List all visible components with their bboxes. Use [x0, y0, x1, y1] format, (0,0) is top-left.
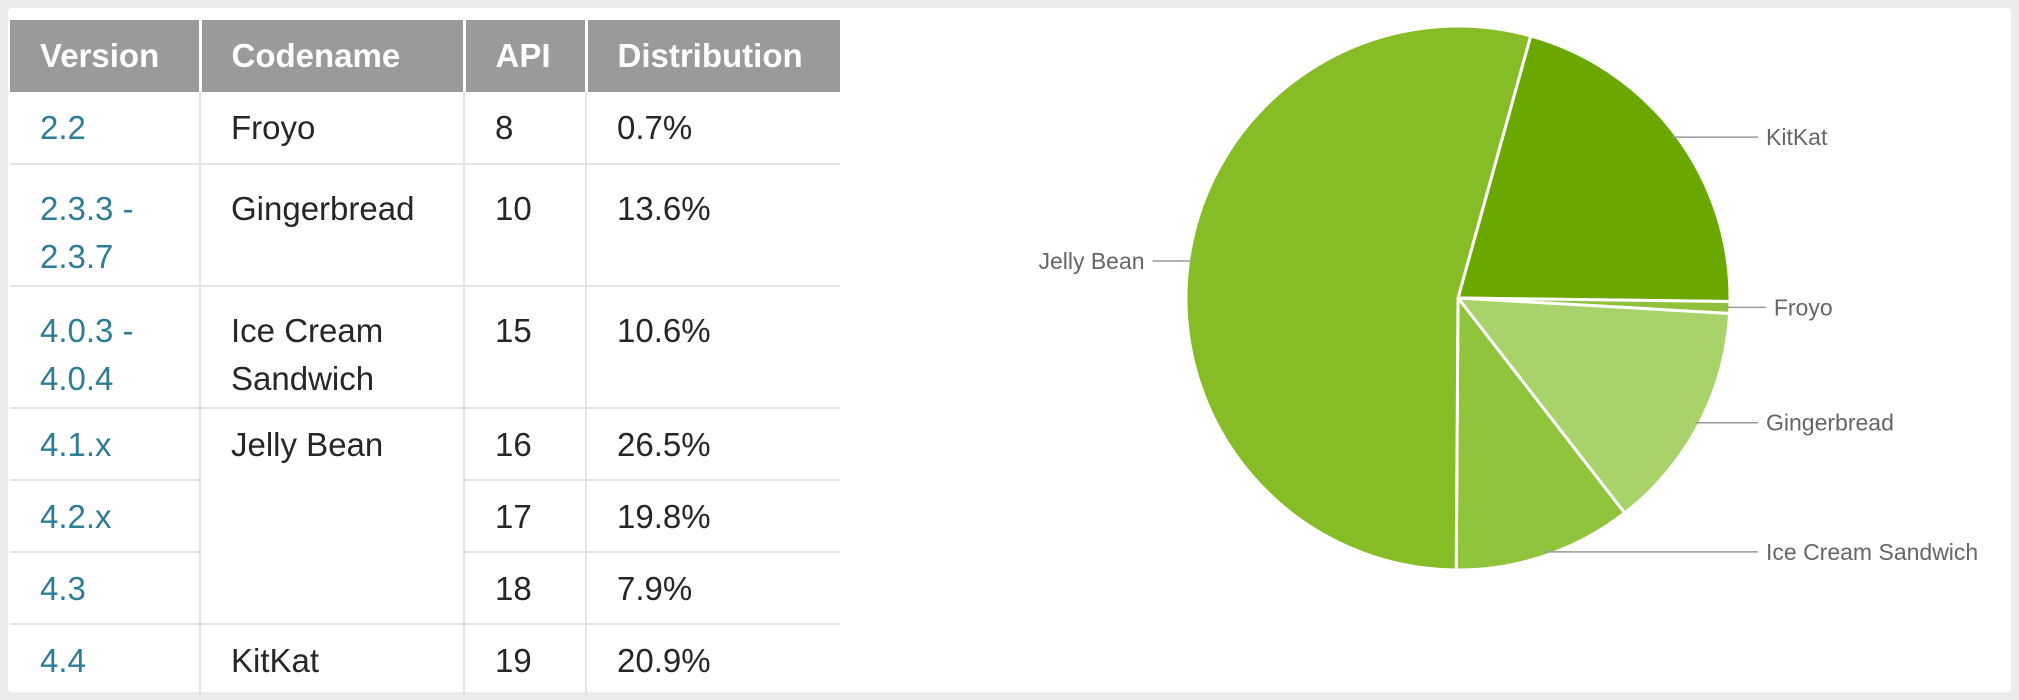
version-text: 4.4 — [40, 642, 86, 679]
table-row: 4.1.x Jelly Bean 16 26.5% — [10, 408, 840, 625]
api-cell: 16 — [464, 408, 587, 481]
header-codename: Codename — [200, 20, 466, 92]
codename-cell: Gingerbread — [200, 164, 465, 287]
version-cell: 4.4 — [10, 624, 201, 696]
api-cell: 19 — [464, 624, 587, 696]
codename-text: KitKat — [231, 642, 320, 679]
version-text: 4.0.3 - — [40, 312, 134, 349]
pie-label-kitkat: KitKat — [1766, 124, 1828, 150]
table-row: 4.2.x 17 19.8% — [10, 480, 840, 553]
distribution-cell: 0.7% — [586, 92, 840, 165]
version-text: 4.1.x — [40, 426, 112, 463]
api-cell: 18 — [464, 552, 587, 625]
codename-cell: KitKat — [200, 624, 465, 696]
table-row: 4.3 18 7.9% — [10, 552, 840, 625]
codename-text: Jelly Bean — [231, 426, 384, 463]
distribution-table: Version Codename API Distribution 2.2 Fr… — [10, 20, 840, 696]
version-text: 4.0.4 — [40, 360, 114, 397]
api-cell: 10 — [464, 164, 587, 287]
codename-cell: Froyo — [200, 92, 465, 165]
version-text: 2.2 — [40, 109, 86, 146]
codename-text: Sandwich — [231, 360, 375, 397]
distribution-cell: 13.6% — [586, 164, 840, 287]
pie-label-ice-cream-sandwich: Ice Cream Sandwich — [1766, 539, 1978, 565]
pie-label-froyo: Froyo — [1774, 294, 1833, 320]
version-cell: 2.2 — [10, 92, 201, 165]
version-cell: 2.3.3 - 2.3.7 — [10, 164, 201, 287]
distribution-cell: 10.6% — [586, 286, 840, 409]
distribution-cell: 7.9% — [586, 552, 840, 625]
version-text: 2.3.3 - — [40, 190, 134, 227]
codename-cell: Ice Cream Sandwich — [200, 286, 465, 409]
api-cell: 8 — [464, 92, 587, 165]
codename-text: Gingerbread — [231, 190, 415, 227]
table-row: 2.3.3 - 2.3.7 Gingerbread 10 13.6% — [10, 164, 840, 287]
codename-text: Froyo — [231, 109, 316, 146]
version-cell: 4.2.x — [10, 480, 201, 553]
table-row: 4.0.3 - 4.0.4 Ice Cream Sandwich 15 10.6… — [10, 286, 840, 409]
version-text: 4.2.x — [40, 498, 112, 535]
table-row: 2.2 Froyo 8 0.7% — [10, 92, 840, 165]
version-text: 2.3.7 — [40, 238, 114, 275]
codename-text: Ice Cream — [231, 312, 384, 349]
codename-cell: Jelly Bean — [200, 408, 465, 625]
pie-slice-gingerbread — [1456, 296, 1732, 515]
version-cell: 4.1.x — [10, 408, 201, 481]
distribution-cell: 26.5% — [586, 408, 840, 481]
pie-label-gingerbread: Gingerbread — [1766, 410, 1894, 436]
pie-slice-ice-cream-sandwich — [1454, 296, 1627, 572]
header-distribution: Distribution — [586, 20, 840, 92]
distribution-cell: 20.9% — [617, 642, 711, 679]
version-cell: 4.3 — [10, 552, 201, 625]
pie-label-jelly-bean: Jelly Bean — [1038, 248, 1144, 274]
version-cell: 4.0.3 - 4.0.4 — [10, 286, 201, 409]
table-row: 4.4 KitKat 19 20.9% — [10, 624, 840, 696]
version-text: 4.3 — [40, 570, 86, 607]
pie-slice-kitkat — [1456, 34, 1732, 304]
distribution-panel: Version Codename API Distribution 2.2 Fr… — [8, 8, 2011, 696]
api-cell: 17 — [464, 480, 587, 553]
table-header-row: Version Codename API Distribution — [10, 20, 840, 92]
distribution-pie-chart: KitKat Froyo Gingerbread Ice Cream Sandwich… — [1038, 24, 1978, 572]
api-cell: 15 — [464, 286, 587, 409]
distribution-cell: 19.8% — [586, 480, 840, 553]
header-version: Version — [10, 20, 202, 92]
header-api: API — [464, 20, 588, 92]
